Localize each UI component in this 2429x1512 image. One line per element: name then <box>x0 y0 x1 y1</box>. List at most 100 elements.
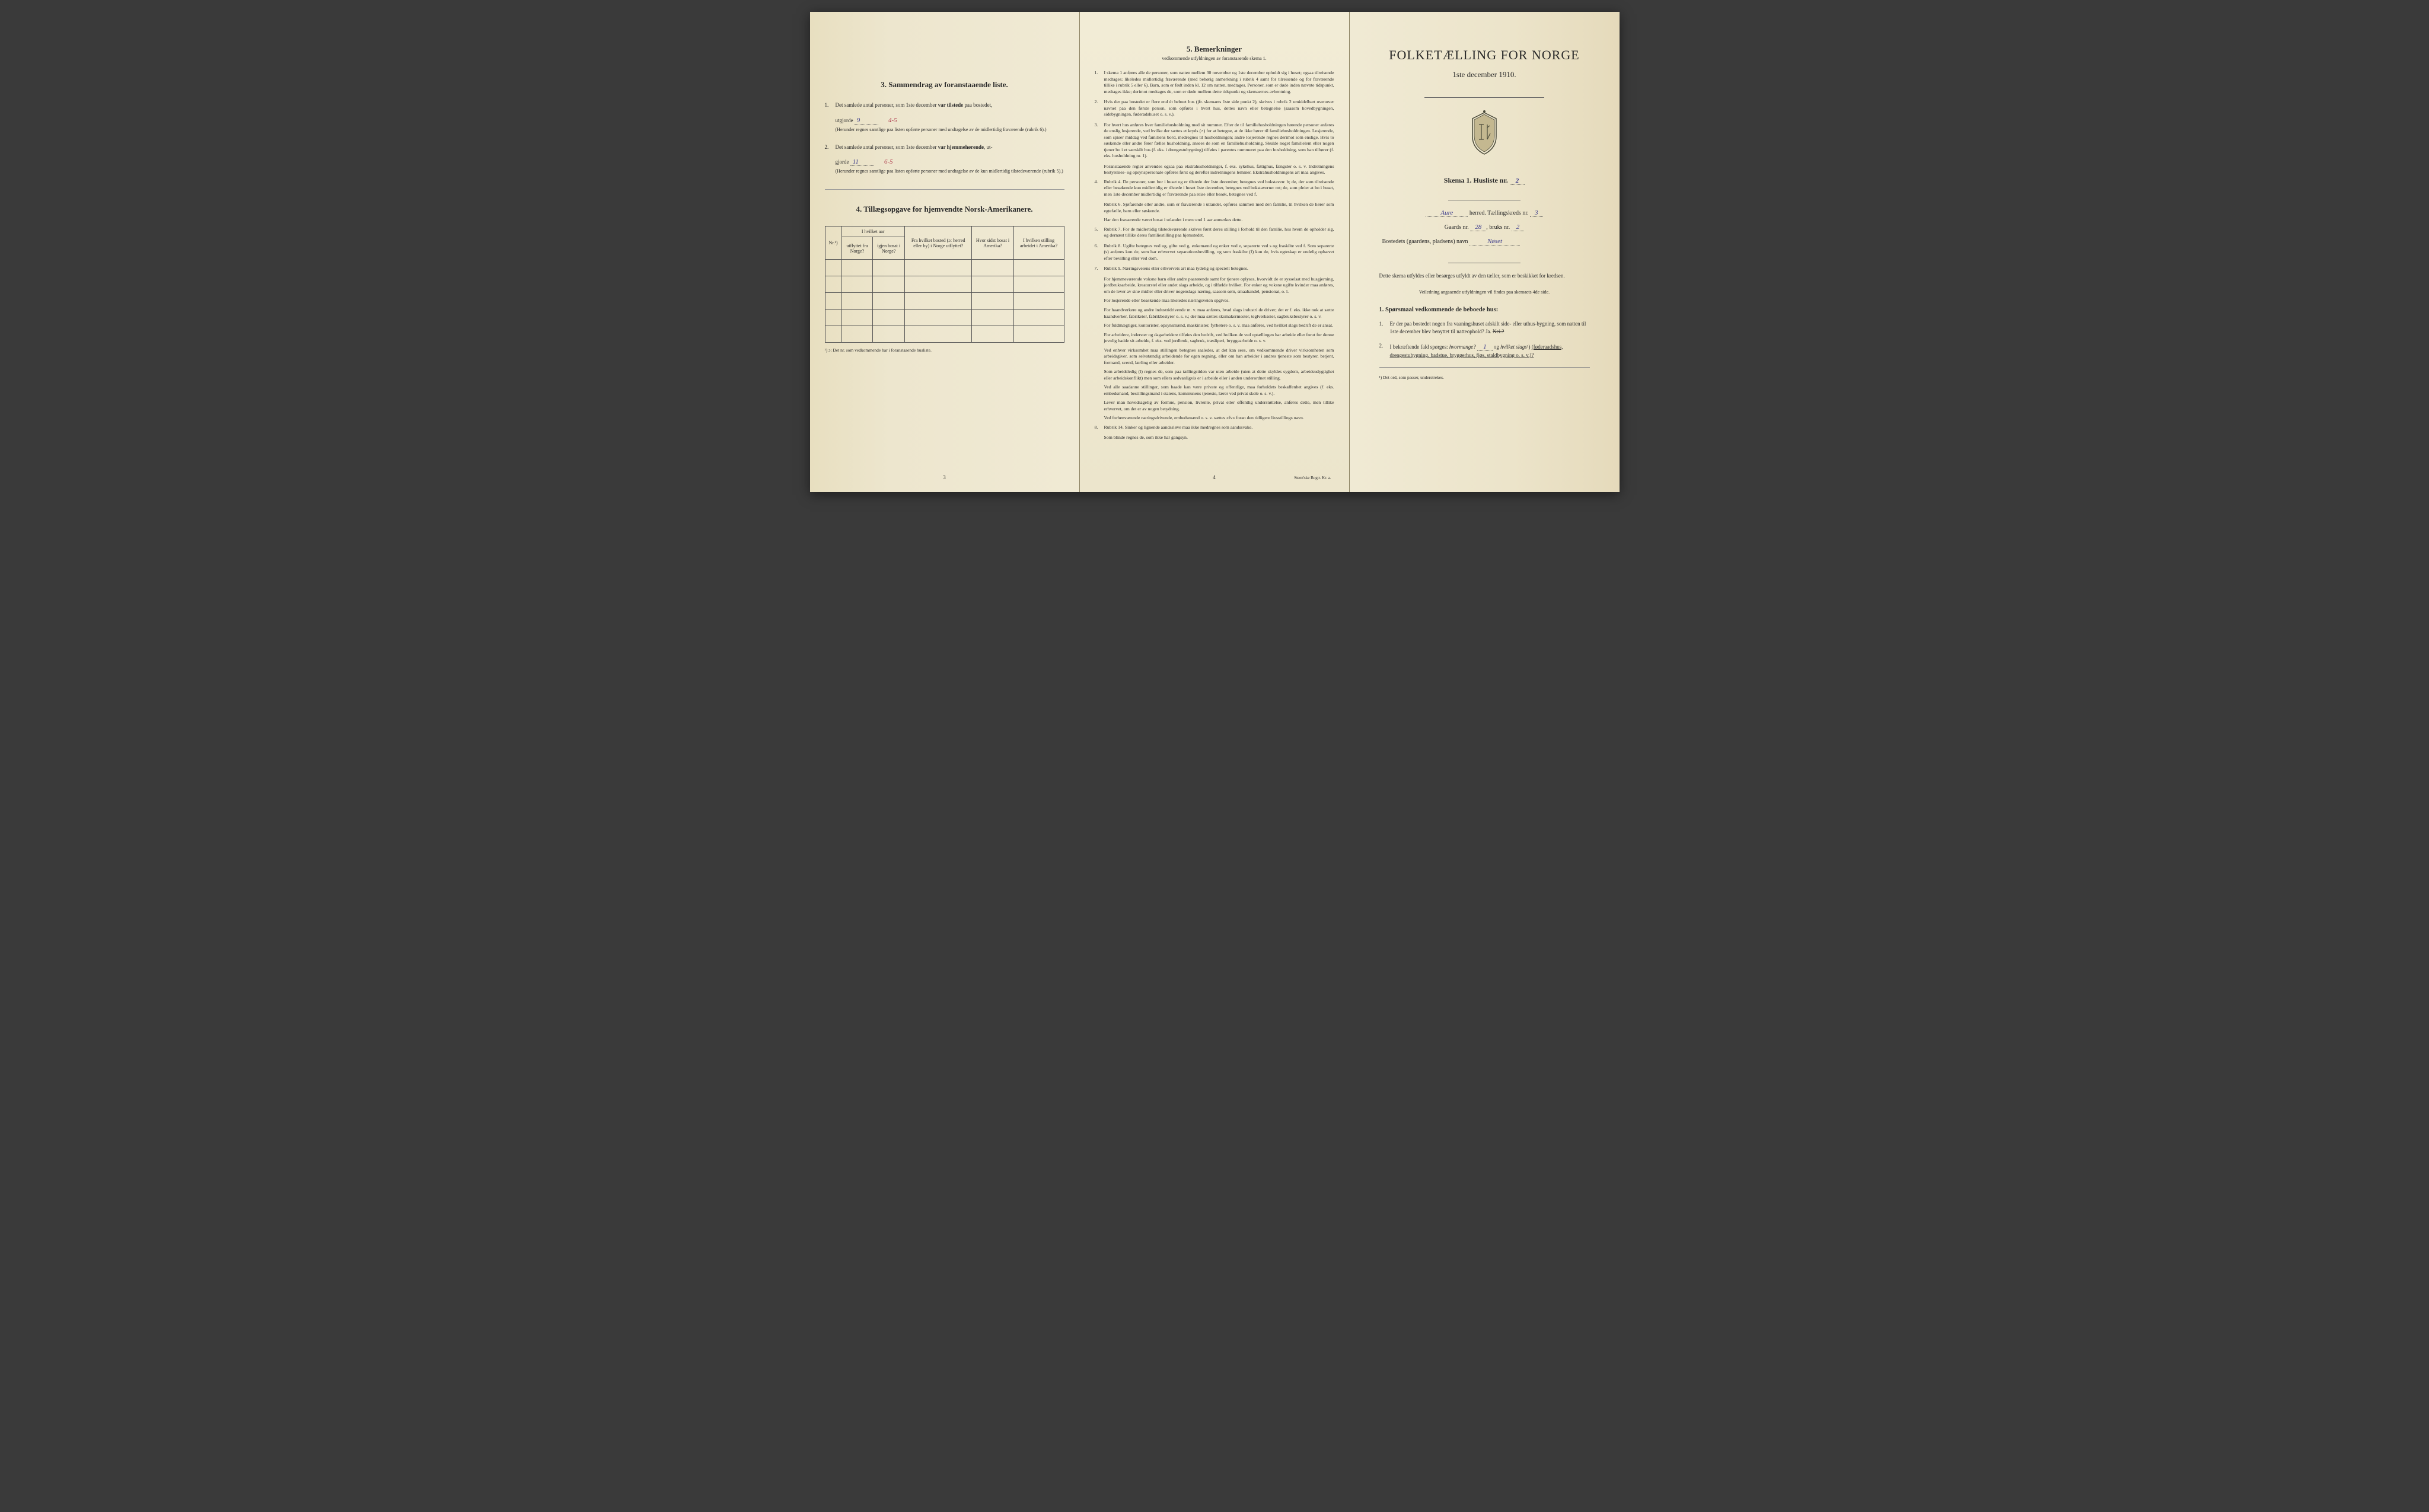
title-divider <box>1424 97 1545 98</box>
footnote-divider <box>1379 367 1590 368</box>
q-text: Er der paa bostedet nogen fra vaaningshu… <box>1390 320 1590 336</box>
remark-number: 1. <box>1095 70 1104 95</box>
item1-note: (Herunder regnes samtlige paa listen opf… <box>836 126 1064 133</box>
th-stilling: I hvilken stilling arbeidet i Amerika? <box>1013 227 1064 260</box>
q-text: I bekræftende fald spørges: hvormange? 1… <box>1390 342 1590 360</box>
instruction-main: Dette skema utfyldes eller besørges utfy… <box>1379 272 1590 280</box>
item2-note: (Herunder regnes samtlige paa listen opf… <box>836 168 1064 174</box>
remark-item: 4.Rubrik 4. De personer, som bor i huset… <box>1095 179 1334 198</box>
remark-number: 6. <box>1095 243 1104 262</box>
table-footnote: ¹) ɔ: Det nr. som vedkommende har i fora… <box>825 347 1064 353</box>
printer-mark: Steen'ske Bogtr. Kr. a. <box>1294 476 1331 480</box>
remark-indent: For haandverkere og andre industridriven… <box>1104 307 1334 320</box>
page-4-bemerkninger: 5. Bemerkninger vedkommende utfyldningen… <box>1080 12 1350 492</box>
handwritten-sub-2: 6-5 <box>884 158 893 165</box>
q-number: 1. <box>1379 320 1390 336</box>
handwritten-sub-1: 4-5 <box>888 117 897 124</box>
handwritten-count-2: 11 <box>850 158 874 166</box>
remark-indent: Rubrik 6. Sjøfarende eller andre, som er… <box>1104 202 1334 214</box>
remark-text: For hvert hus anføres hver familiehushol… <box>1104 122 1334 160</box>
remark-text: Rubrik 9. Næringsveiens eller erhvervets… <box>1104 266 1334 272</box>
gaards-nr: 28 <box>1470 224 1486 231</box>
remark-item: 6.Rubrik 8. Ugifte betegnes ved ug, gift… <box>1095 243 1334 262</box>
remark-text: Rubrik 7. For de midlertidig tilstedevær… <box>1104 227 1334 239</box>
remark-indent: For losjerende eller besøkende maa likel… <box>1104 298 1334 304</box>
bosted-name: Nøset <box>1469 238 1520 245</box>
section-3-title: 3. Sammendrag av foranstaaende liste. <box>825 80 1064 90</box>
coat-of-arms <box>1365 110 1605 158</box>
question-2: 2. I bekræftende fald spørges: hvormange… <box>1379 342 1590 360</box>
americans-table: Nr.¹) I hvilket aar Fra hvilket bosted (… <box>825 226 1064 343</box>
item1-line2: utgjorde 9 4-5 <box>836 117 1064 125</box>
remark-indent: Har den fraværende været bosat i utlande… <box>1104 217 1334 224</box>
remark-number: 2. <box>1095 99 1104 118</box>
crest-icon <box>1464 110 1505 157</box>
th-fra: Fra hvilket bosted (ɔ: herred eller by) … <box>904 227 972 260</box>
remarks-list: 1.I skema 1 anføres alle de personer, so… <box>1095 70 1334 441</box>
census-date: 1ste december 1910. <box>1365 70 1605 79</box>
remark-indent: Ved enhver virksomhet maa stillingen bet… <box>1104 347 1334 366</box>
remark-item: 5.Rubrik 7. For de midlertidig tilstedev… <box>1095 227 1334 239</box>
th-igjen: igjen bosat i Norge? <box>873 237 904 260</box>
remark-text: Hvis der paa bostedet er flere end ét be… <box>1104 99 1334 118</box>
gaards-line: Gaards nr. 28, bruks nr. 2 <box>1365 224 1605 231</box>
item-text: Det samlede antal personer, som 1ste dec… <box>836 143 1064 152</box>
remark-text: Rubrik 8. Ugifte betegnes ved ug, gifte … <box>1104 243 1334 262</box>
page-number: 4 <box>1213 474 1216 480</box>
remark-number: 7. <box>1095 266 1104 272</box>
remark-number: 8. <box>1095 425 1104 431</box>
nei-struck: Nei.? <box>1493 328 1504 334</box>
page-1-cover: FOLKETÆLLING FOR NORGE 1ste december 191… <box>1350 12 1620 492</box>
remark-item: 1.I skema 1 anføres alle de personer, so… <box>1095 70 1334 95</box>
instruction-sub: Veiledning angaaende utfyldningen vil fi… <box>1365 289 1605 295</box>
remark-number: 5. <box>1095 227 1104 239</box>
item2-line2: gjorde 11 6-5 <box>836 158 1064 166</box>
section-divider <box>825 189 1064 190</box>
footnote: ¹) Det ord, som passer, understrekes. <box>1379 375 1590 380</box>
remark-item: 7.Rubrik 9. Næringsveiens eller erhverve… <box>1095 266 1334 272</box>
herred-line: Aure herred. Tællingskreds nr. 3 <box>1365 209 1605 216</box>
remark-indent: For arbeidere, inderster og dagarbeidere… <box>1104 332 1334 344</box>
remark-indent: For fuldmægtiger, kontorister, opsynsmæn… <box>1104 323 1334 329</box>
item-number: 1. <box>825 101 836 110</box>
husliste-nr: 2 <box>1510 177 1525 185</box>
page-number: 3 <box>943 474 946 480</box>
herred-name: Aure <box>1426 209 1468 217</box>
remark-item: 8.Rubrik 14. Sinker og lignende aandsslø… <box>1095 425 1334 431</box>
section-5-subtitle: vedkommende utfyldningen av foranstaaend… <box>1095 56 1334 61</box>
bruks-nr: 2 <box>1512 224 1525 231</box>
th-utflyttet: utflyttet fra Norge? <box>841 237 873 260</box>
th-year: I hvilket aar <box>841 227 904 237</box>
section-4-title: 4. Tillægsopgave for hjemvendte Norsk-Am… <box>825 205 1064 214</box>
page-3-summary: 3. Sammendrag av foranstaaende liste. 1.… <box>810 12 1080 492</box>
th-nr: Nr.¹) <box>825 227 841 260</box>
census-title: FOLKETÆLLING FOR NORGE <box>1365 47 1605 63</box>
remark-indent: Lever man hovedsagelig av formue, pensio… <box>1104 400 1334 412</box>
bostedets-line: Bostedets (gaardens, pladsens) navn Nøse… <box>1365 238 1605 245</box>
skema-line: Skema 1. Husliste nr. 2 <box>1365 176 1605 185</box>
remark-indent: Foranstaaende regler anvendes ogsaa paa … <box>1104 164 1334 176</box>
remark-text: Rubrik 14. Sinker og lignende aandssløve… <box>1104 425 1334 431</box>
question-1: 1. Er der paa bostedet nogen fra vaaning… <box>1379 320 1590 336</box>
hvormange-value: 1 <box>1477 343 1493 351</box>
item-number: 2. <box>825 143 836 152</box>
remark-indent: Som blinde regnes de, som ikke har gangs… <box>1104 435 1334 441</box>
questions-title: 1. Spørsmaal vedkommende de beboede hus: <box>1379 307 1605 313</box>
remark-number: 3. <box>1095 122 1104 160</box>
remark-indent: For hjemmeværende voksne barn eller andr… <box>1104 276 1334 295</box>
remark-item: 3.For hvert hus anføres hver familiehush… <box>1095 122 1334 160</box>
remark-text: I skema 1 anføres alle de personer, som … <box>1104 70 1334 95</box>
handwritten-count-1: 9 <box>855 117 878 125</box>
remark-indent: Ved forhenværende næringsdrivende, embed… <box>1104 415 1334 422</box>
table-body <box>825 260 1064 343</box>
item-text: Det samlede antal personer, som 1ste dec… <box>836 101 1064 110</box>
summary-item-2: 2. Det samlede antal personer, som 1ste … <box>825 143 1064 152</box>
remark-indent: Ved alle saadanne stillinger, som baade … <box>1104 384 1334 397</box>
remark-indent: Som arbeidsledig (l) regnes de, som paa … <box>1104 369 1334 381</box>
remark-item: 2.Hvis der paa bostedet er flere end ét … <box>1095 99 1334 118</box>
th-hvor: Hvor sidst bosat i Amerika? <box>972 227 1013 260</box>
q-number: 2. <box>1379 342 1390 360</box>
remark-number: 4. <box>1095 179 1104 198</box>
kreds-nr: 3 <box>1530 209 1543 217</box>
section-5-title: 5. Bemerkninger <box>1095 44 1334 54</box>
